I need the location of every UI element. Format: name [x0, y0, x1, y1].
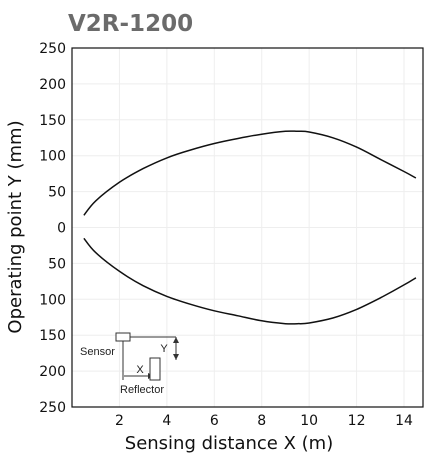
chart-title: V2R-1200: [68, 11, 193, 37]
grid-layer: [72, 47, 423, 408]
x-tick-label: 6: [210, 413, 219, 429]
y-tick-label: 50: [48, 256, 66, 272]
reflector-icon: [149, 357, 161, 381]
y-tick-label: 100: [39, 292, 66, 308]
sensor-icon: [115, 332, 131, 342]
y-tick-label: 100: [39, 149, 66, 165]
inset-x-label: X: [136, 364, 144, 376]
inset-sensor-label: Sensor: [80, 346, 115, 358]
plot-frame: [71, 47, 424, 408]
sensor-inset-diagram: Sensor X Y Reflector: [80, 332, 179, 396]
x-tick-label: 2: [115, 413, 124, 429]
inset-y-arrowhead-top: [173, 337, 179, 343]
inset-y-arrowhead-bottom: [173, 354, 179, 360]
series-line-1: [83, 130, 417, 216]
y-tick-label: 200: [39, 364, 66, 380]
series-line-2: [83, 237, 417, 325]
y-tick-label: 150: [39, 328, 66, 344]
y-axis-label: Operating point Y (mm): [5, 120, 26, 333]
x-tick-label: 10: [300, 413, 318, 429]
x-tick-label: 4: [162, 413, 171, 429]
y-tick-label: 50: [48, 185, 66, 201]
series-layer: [83, 130, 417, 325]
y-tick-label: 250: [39, 400, 66, 416]
x-axis-label: Sensing distance X (m): [125, 433, 333, 454]
inset-reflector-label: Reflector: [120, 384, 164, 396]
y-tick-label: 0: [57, 221, 66, 237]
y-tick-labels: 250 200 150 100 50 0 50 100 150 200 250: [39, 41, 66, 416]
y-tick-label: 200: [39, 77, 66, 93]
x-tick-label: 14: [395, 413, 413, 429]
inset-y-label: Y: [160, 343, 168, 355]
x-tick-labels: 2 4 6 8 10 12 14: [115, 413, 413, 429]
y-tick-label: 250: [39, 41, 66, 57]
x-tick-label: 8: [257, 413, 266, 429]
x-tick-label: 12: [348, 413, 366, 429]
y-tick-label: 150: [39, 113, 66, 129]
